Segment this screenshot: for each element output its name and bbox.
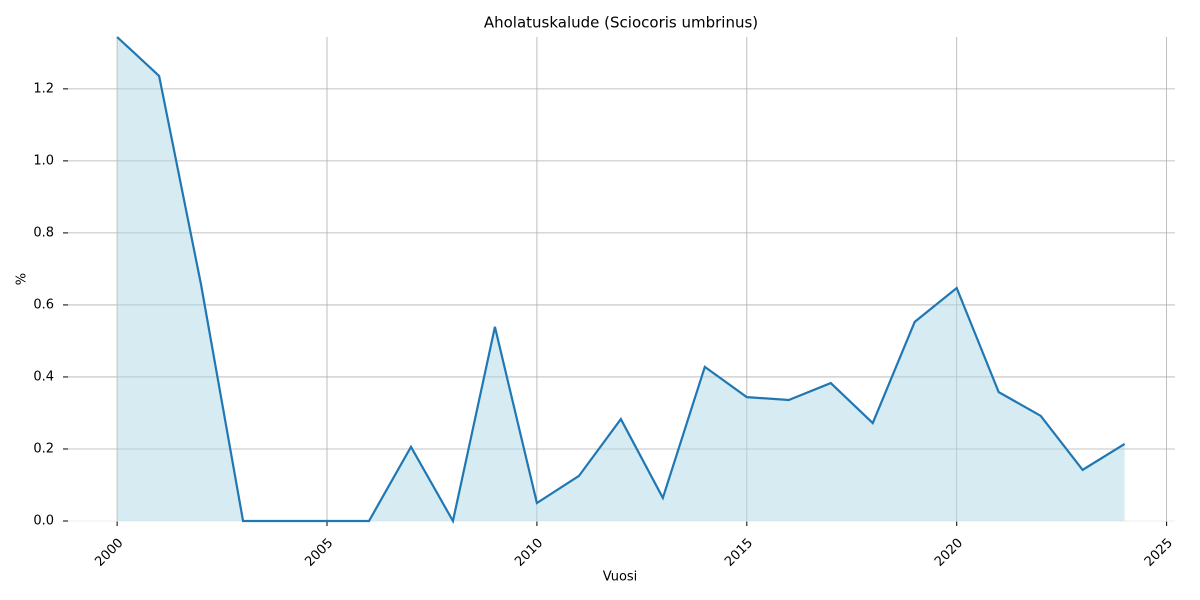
x-axis-label: Vuosi xyxy=(603,570,638,585)
y-tick-label: 0.0 xyxy=(33,514,54,529)
y-tick-label: 1.0 xyxy=(33,153,54,168)
y-tick-label: 1.2 xyxy=(33,81,54,96)
area xyxy=(117,37,1125,521)
x-tick-label: 2025 xyxy=(1142,536,1176,570)
x-tick-label: 2010 xyxy=(512,536,546,570)
x-tick-label: 2000 xyxy=(92,536,126,570)
x-tick-label: 2015 xyxy=(722,536,756,570)
chart-title: Aholatuskalude (Sciocoris umbrinus) xyxy=(484,14,758,32)
y-tick-label: 0.4 xyxy=(33,369,54,384)
x-tick-label: 2020 xyxy=(932,536,966,570)
y-tick-label: 0.6 xyxy=(33,297,54,312)
y-axis-label: % xyxy=(15,273,30,285)
y-tick-label: 0.8 xyxy=(33,225,54,240)
x-tick-label: 2005 xyxy=(302,536,336,570)
y-tick-label: 0.2 xyxy=(33,441,54,456)
line xyxy=(116,36,1126,525)
